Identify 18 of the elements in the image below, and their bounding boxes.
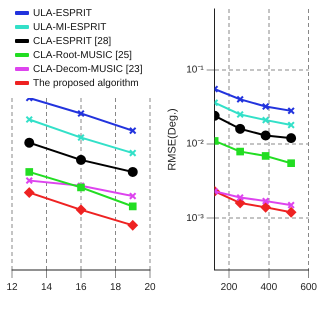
x-tick-label: 16 bbox=[75, 282, 87, 293]
x-tick-label: 18 bbox=[110, 282, 122, 293]
legend-label: CLA-Decom-MUSIC [23] bbox=[33, 64, 143, 75]
x-tick-label: 600 bbox=[300, 282, 318, 293]
x-tick-label: 200 bbox=[220, 282, 238, 293]
y-tick-label: 10⁻² bbox=[186, 138, 204, 150]
y-tick-label: 10⁻³ bbox=[186, 212, 204, 224]
y-tick-label: 10⁻¹ bbox=[186, 64, 204, 76]
legend-label: The proposed algorithm bbox=[33, 78, 139, 89]
legend-label: CLA-ESPRIT [28] bbox=[33, 36, 112, 47]
legend-label: CLA-Root-MUSIC [25] bbox=[33, 50, 132, 61]
legend-label: ULA-MI-ESPRIT bbox=[33, 22, 106, 33]
x-tick-label: 12 bbox=[6, 282, 18, 293]
x-tick-label: 14 bbox=[40, 282, 52, 293]
x-tick-label: 400 bbox=[260, 282, 278, 293]
legend-label: ULA-ESPRIT bbox=[33, 8, 92, 19]
x-tick-label: 20 bbox=[144, 282, 156, 293]
y-axis-title: RMSE(Deg.) bbox=[166, 108, 179, 171]
